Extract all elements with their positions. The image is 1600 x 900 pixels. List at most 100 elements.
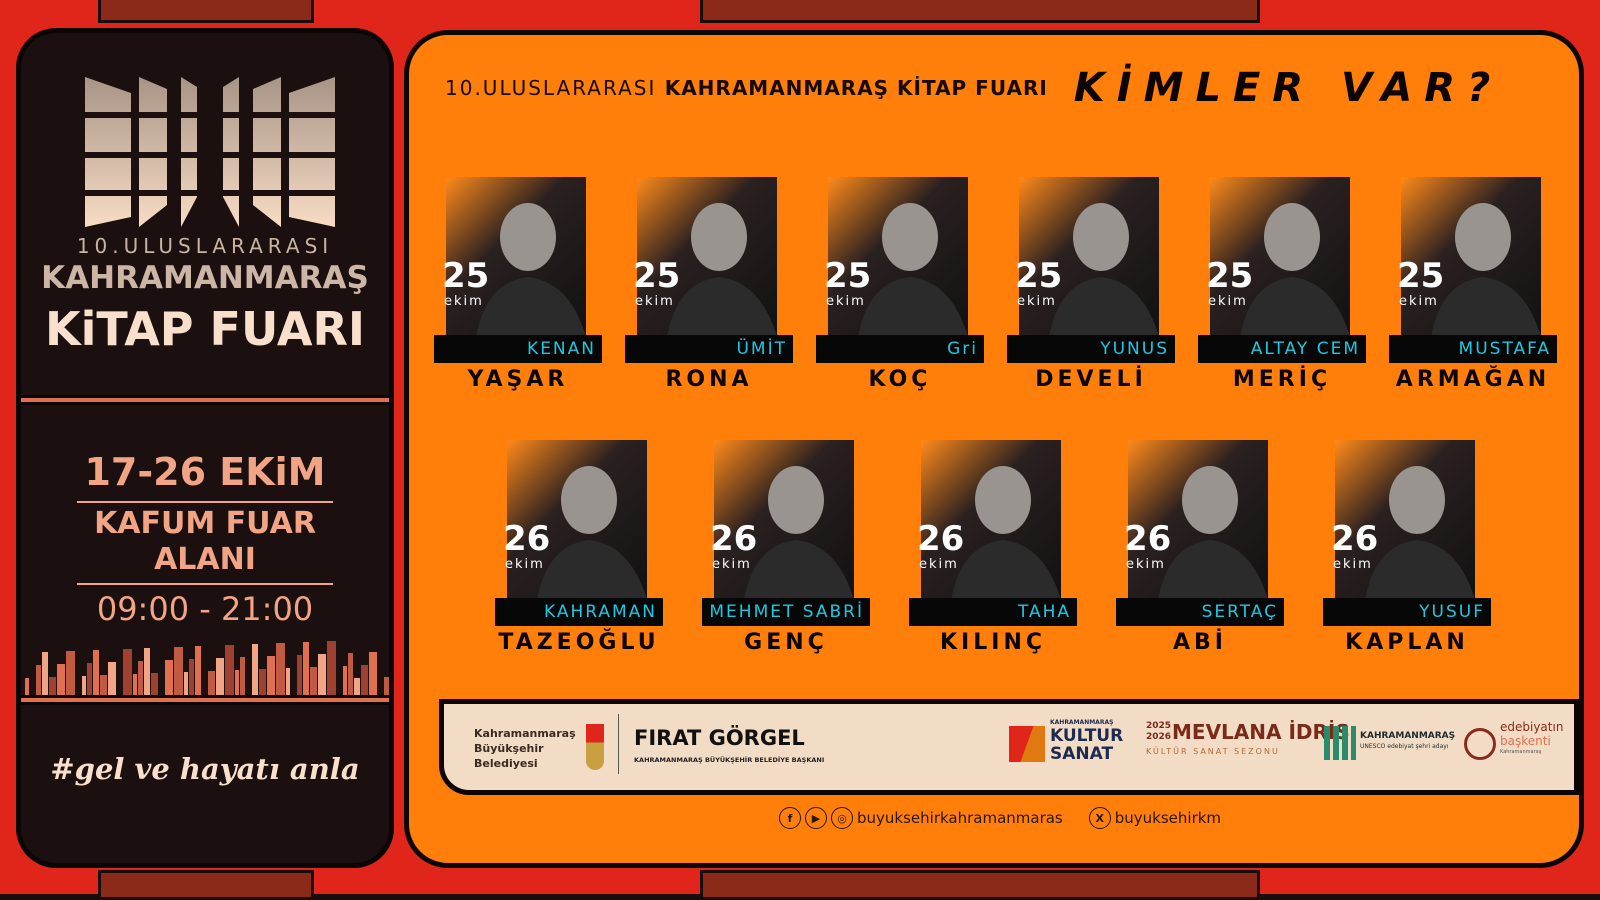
speaker-card: 26 ekim SERTAÇ ABİ (1116, 440, 1284, 665)
book-spine (42, 652, 48, 696)
book-spine (195, 646, 201, 696)
book-spine (343, 666, 347, 696)
header-title: 10.ULUSLARARASI KAHRAMANMARAŞ KİTAP FUAR… (445, 76, 1048, 100)
book-spine (57, 664, 65, 696)
speaker-day: 26 (1124, 519, 1172, 559)
speaker-card: 25 ekim YUNUS DEVELİ (1007, 177, 1175, 402)
speaker-last-name: RONA (665, 367, 753, 392)
speaker-day: 25 (1015, 256, 1063, 296)
divider (618, 714, 619, 774)
speaker-month: ekim (712, 557, 752, 572)
speaker-card: 25 ekim Gri KOÇ (816, 177, 984, 402)
edeb-3: Kahramanmaraş (1500, 749, 1542, 755)
speaker-first-name: YUNUS (1007, 335, 1175, 363)
speaker-day: 26 (917, 519, 965, 559)
book-spine (165, 660, 173, 696)
speaker-first-name: MUSTAFA (1389, 335, 1557, 363)
x-icon[interactable]: X (1088, 807, 1111, 829)
book-spine (49, 677, 56, 696)
decor-band (98, 870, 314, 900)
speaker-last-name: YAŞAR (467, 367, 569, 392)
book-spine (66, 651, 75, 696)
book-spine (267, 656, 275, 696)
unesco-2: UNESCO edebiyat şehri adayı (1360, 743, 1449, 750)
book-spine (354, 678, 360, 696)
speaker-month: ekim (1208, 294, 1248, 309)
municipality-name-2: Büyükşehir Belediyesi (474, 742, 544, 770)
facebook-icon[interactable]: f (779, 807, 801, 829)
book-spine (240, 657, 245, 696)
book-spine (100, 675, 107, 696)
speaker-photo (1210, 177, 1350, 337)
speaker-card: 26 ekim YUSUF KAPLAN (1323, 440, 1491, 665)
speaker-photo (714, 440, 854, 600)
speaker-day: 25 (442, 256, 490, 296)
sponsor-strip: Kahramanmaraş Büyükşehir Belediyesi FIRA… (439, 699, 1579, 795)
speaker-day: 25 (1206, 256, 1254, 296)
book-spine (174, 647, 183, 696)
speaker-first-name: YUSUF (1323, 598, 1491, 626)
edeb-2: başkenti (1500, 734, 1551, 748)
ks2: SANAT (1050, 744, 1114, 764)
mayor-title: KAHRAMANMARAŞ BÜYÜKŞEHİR BELEDİYE BAŞKAN… (634, 756, 825, 764)
book-spine (108, 662, 116, 696)
book-spine (384, 677, 389, 696)
unesco-1: KAHRAMANMARAŞ (1360, 731, 1456, 741)
speaker-photo (1335, 440, 1475, 600)
book-spine (208, 671, 215, 696)
logo-title: KiTAP FUARI (44, 302, 366, 356)
social-handle[interactable]: buyuksehirkahramanmaras (857, 809, 1063, 827)
speaker-month: ekim (1333, 557, 1373, 572)
speaker-day: 26 (710, 519, 758, 559)
info-panel: 10.ULUSLARARASI KAHRAMANMARAŞ KiTAP FUAR… (16, 28, 394, 868)
book-spine (286, 668, 290, 696)
speaker-month: ekim (919, 557, 959, 572)
book-spine (123, 649, 132, 696)
x-handle[interactable]: buyuksehirkm (1114, 809, 1222, 827)
speaker-card: 26 ekim TAHA KILINÇ (909, 440, 1077, 665)
book-spine (36, 665, 41, 696)
header: 10.ULUSLARARASI KAHRAMANMARAŞ KİTAP FUAR… (445, 65, 1549, 111)
speaker-month: ekim (505, 557, 545, 572)
instagram-icon[interactable]: ◎ (831, 807, 853, 829)
mev-title: MEVLANA İDRİS (1172, 720, 1350, 744)
mevlana-idris-logo: 2025 2026 MEVLANA İDRİS KÜLTÜR SANAT SEZ… (1146, 720, 1350, 756)
logo-city: KAHRAMANMARAŞ (41, 260, 369, 296)
book-spine (318, 654, 326, 696)
speaker-first-name: KENAN (434, 335, 602, 363)
event-dates: 17-26 EKiM (84, 450, 326, 494)
speaker-card: 25 ekim ALTAY CEM MERİÇ (1198, 177, 1366, 402)
book-spine (348, 653, 353, 696)
divider (77, 583, 333, 585)
speaker-day: 25 (1397, 256, 1445, 296)
logo-subtitle: 10.ULUSLARARASI (76, 234, 334, 258)
ks1: KULTUR (1050, 726, 1124, 746)
speaker-photo (446, 177, 586, 337)
speaker-photo (1128, 440, 1268, 600)
bookshelf-illustration (25, 641, 389, 696)
speaker-day: 26 (1331, 519, 1379, 559)
speaker-day: 25 (824, 256, 872, 296)
mev-years: 2025 2026 (1146, 721, 1172, 742)
speaker-first-name: KAHRAMAN (495, 598, 663, 626)
ks-small: KAHRAMANMARAŞ (1050, 719, 1114, 726)
book-spine (369, 652, 377, 696)
hashtag: #gel ve hayatı anla (50, 752, 360, 786)
speaker-first-name: Gri (816, 335, 984, 363)
speaker-day: 26 (503, 519, 551, 559)
divider (21, 395, 389, 405)
book-spine (297, 655, 302, 696)
speakers-panel: 10.ULUSLARARASI KAHRAMANMARAŞ KİTAP FUAR… (404, 30, 1584, 868)
edeb-1: edebiyatın (1500, 720, 1564, 734)
speaker-first-name: ALTAY CEM (1198, 335, 1366, 363)
speaker-card: 25 ekim MUSTAFA ARMAĞAN (1389, 177, 1557, 402)
book-spine (252, 644, 258, 696)
book-spine (189, 659, 194, 696)
speaker-photo (1019, 177, 1159, 337)
edebiyat-logo: edebiyatın başkenti Kahramanmaraş (1500, 720, 1563, 756)
speaker-last-name: KILINÇ (940, 630, 1046, 655)
speaker-last-name: ARMAĞAN (1395, 367, 1551, 392)
venue-line1: KAFUM FUAR (94, 506, 316, 541)
speaker-photo (921, 440, 1061, 600)
youtube-icon[interactable]: ▶ (805, 807, 827, 829)
